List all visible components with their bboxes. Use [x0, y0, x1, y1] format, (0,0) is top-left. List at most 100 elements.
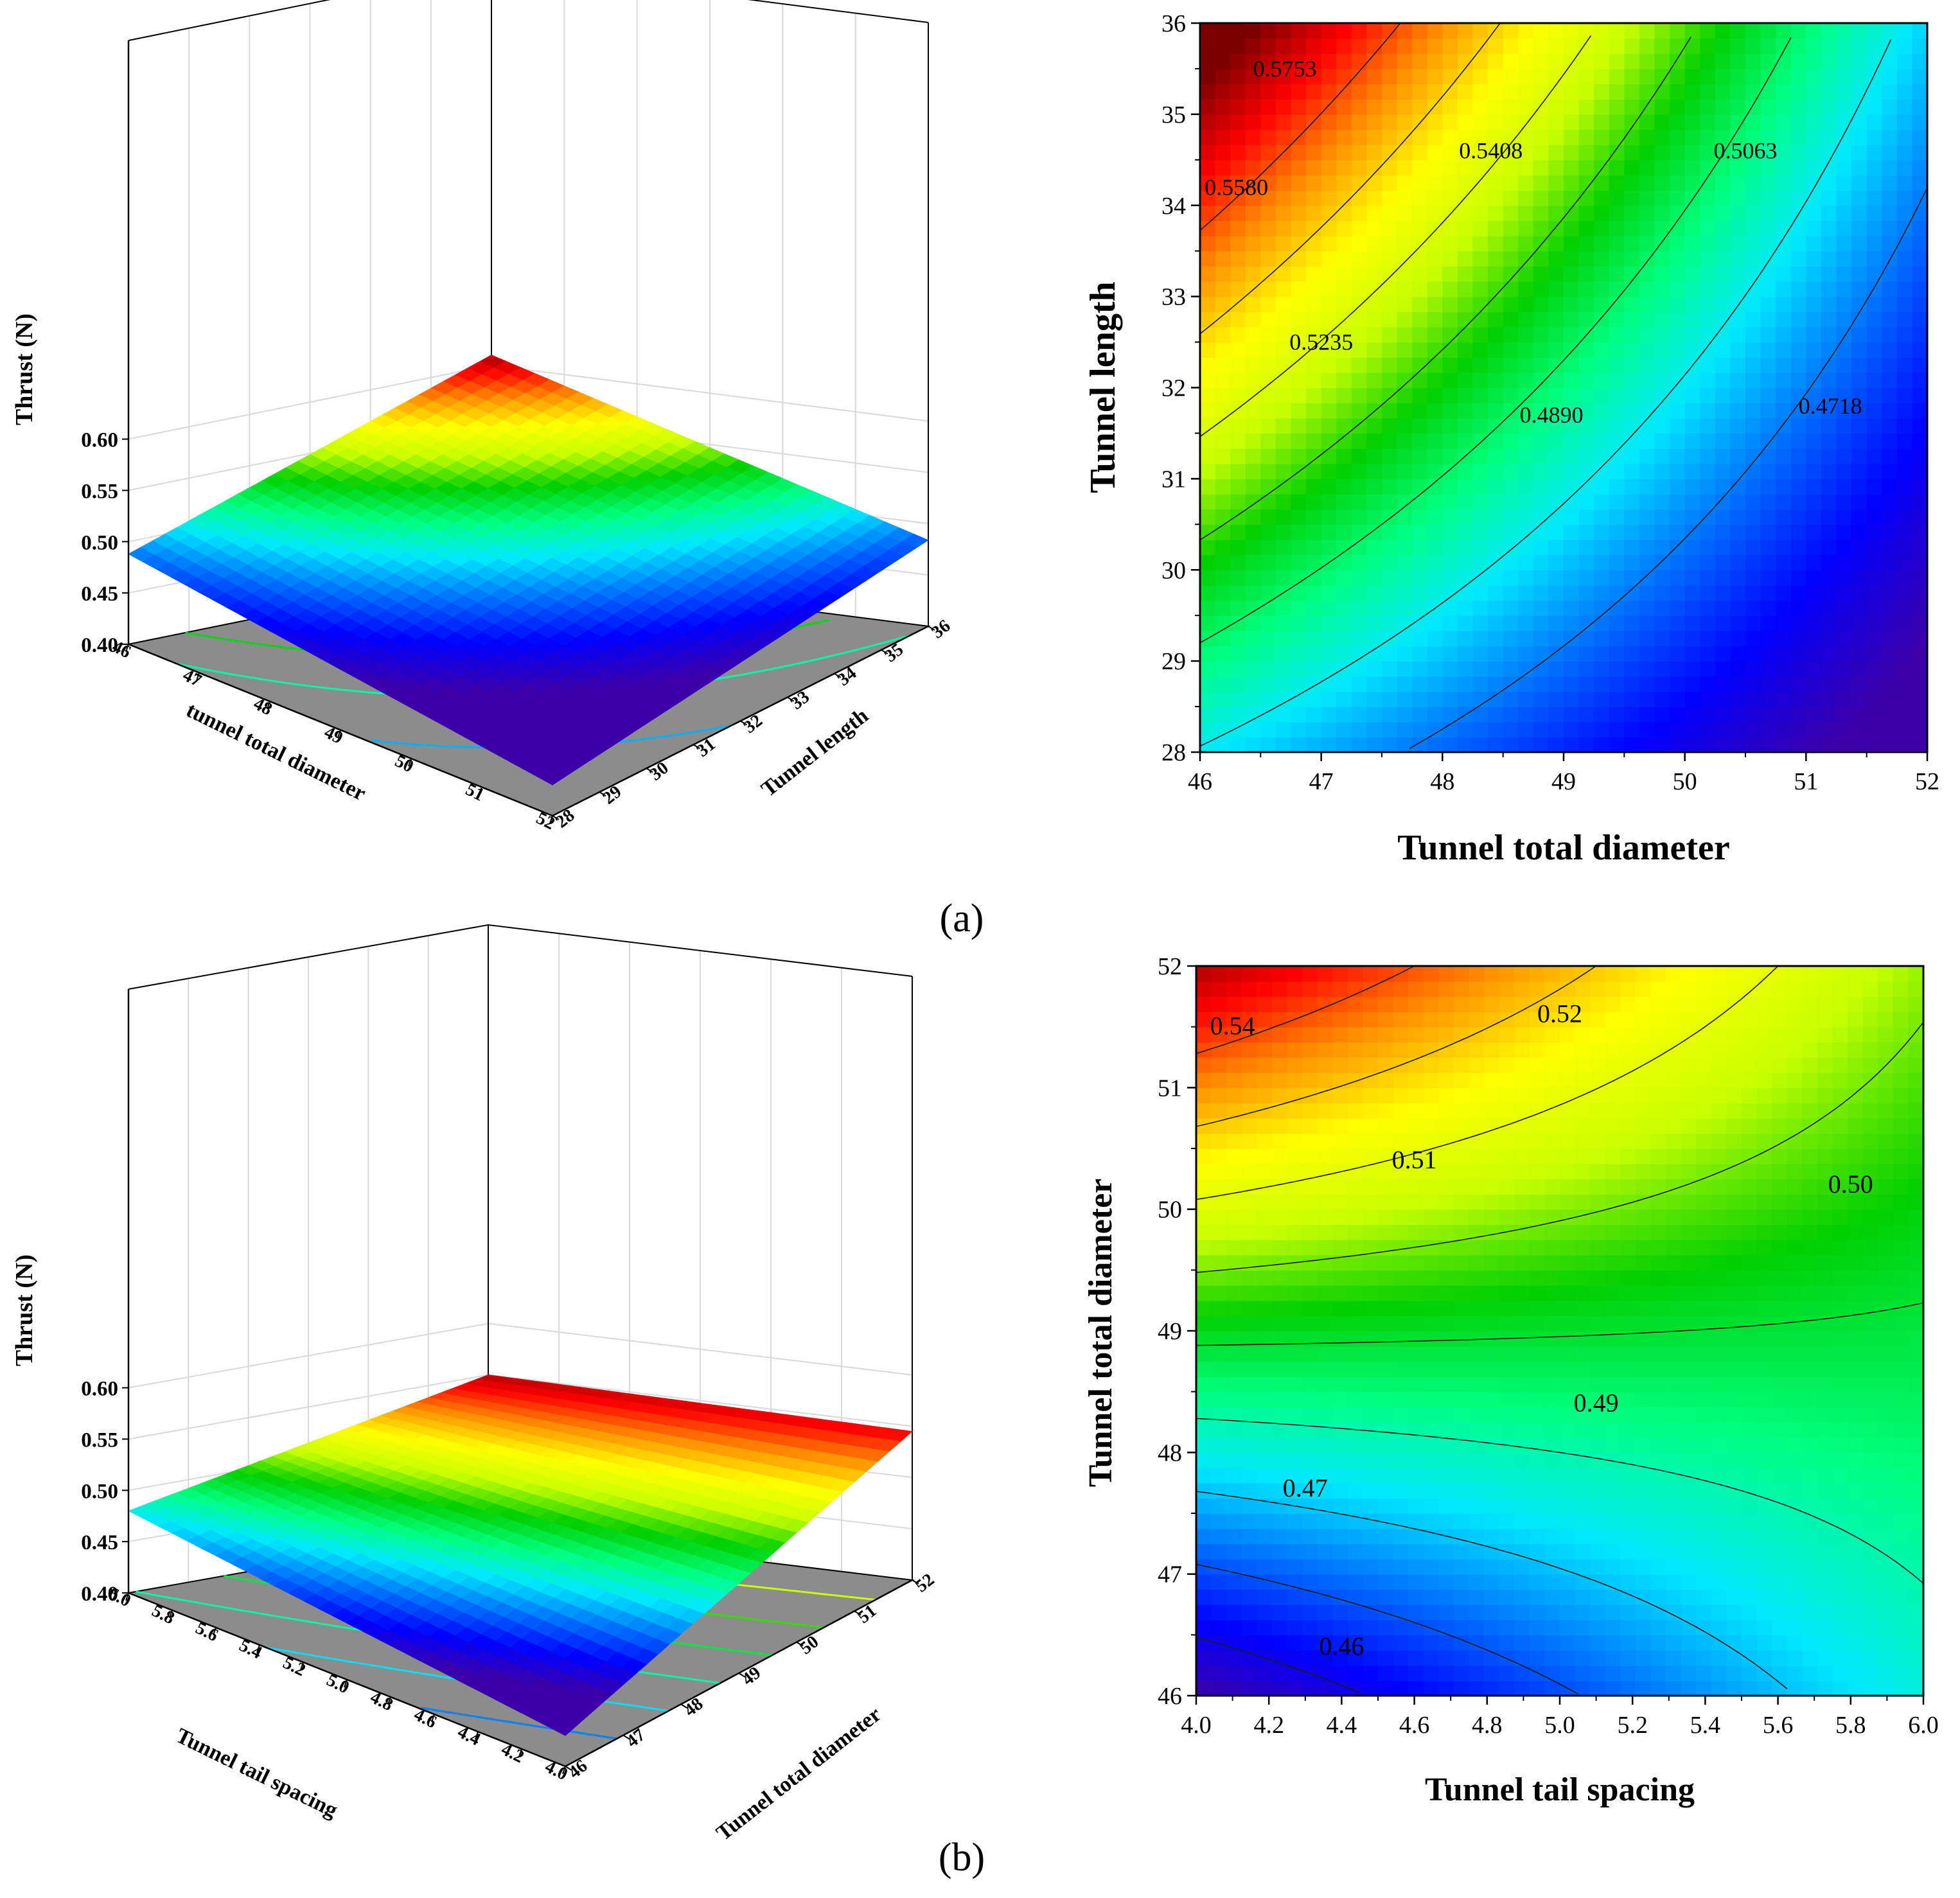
contour-cell	[1897, 631, 1912, 646]
contour-cell	[1867, 251, 1882, 267]
contour-cell	[1287, 1118, 1303, 1134]
contour-cell	[1397, 99, 1413, 114]
contour-cell	[1473, 509, 1488, 525]
contour-cell	[1851, 509, 1867, 525]
contour-line-label: 0.5408	[1459, 138, 1523, 164]
contour-cell	[1700, 297, 1715, 312]
contour-cell	[1715, 327, 1731, 342]
contour-cell	[1670, 266, 1685, 281]
contour-cell	[1579, 206, 1594, 221]
contour-cell	[1851, 160, 1867, 175]
contour-cell	[1458, 281, 1473, 297]
contour-cell	[1912, 69, 1927, 84]
contour-cell	[1382, 631, 1397, 646]
contour-cell	[1291, 631, 1307, 646]
contour-cell	[1715, 236, 1731, 251]
contour-cell	[1276, 737, 1291, 752]
contour-cell	[1272, 1513, 1287, 1529]
contour-cell	[1594, 691, 1609, 707]
contour-cell	[1639, 130, 1655, 145]
contour-cell	[1427, 691, 1443, 707]
z-tick-label: 0.55	[81, 480, 118, 503]
contour-cell	[1548, 190, 1564, 206]
contour-cell	[1442, 114, 1458, 130]
contour-cell	[1397, 130, 1413, 145]
contour-cell	[1791, 555, 1806, 570]
contour-cell	[1366, 206, 1382, 221]
contour-cell	[1393, 1498, 1409, 1514]
contour-cell	[1564, 722, 1579, 737]
contour-cell	[1867, 433, 1882, 448]
contour-cell	[1306, 737, 1321, 752]
contour-cell	[1700, 312, 1715, 327]
contour-cell	[1639, 524, 1655, 540]
contour-cell	[1366, 479, 1382, 494]
contour-cell	[1458, 661, 1473, 676]
contour-cell	[1200, 145, 1215, 160]
contour-cell	[1791, 722, 1806, 737]
contour-cell	[1291, 601, 1307, 616]
contour-cell	[1427, 388, 1443, 403]
contour-cell	[1366, 418, 1382, 434]
contour-cell	[1761, 297, 1776, 312]
contour-cell	[1912, 661, 1927, 676]
contour-a-y-axis-label: Tunnel length	[1083, 281, 1123, 493]
contour-cell	[1609, 646, 1625, 662]
contour-cell	[1912, 342, 1927, 358]
contour-cell	[1488, 433, 1503, 448]
contour-cell	[1257, 1452, 1272, 1468]
contour-cell	[1548, 327, 1564, 342]
contour-cell	[1821, 691, 1837, 707]
contour-cell	[1318, 1133, 1333, 1149]
contour-cell	[1318, 1042, 1333, 1058]
contour-cell	[1821, 479, 1837, 494]
contour-cell	[1196, 1529, 1212, 1545]
contour-cell	[1200, 403, 1215, 418]
contour-cell	[1730, 631, 1745, 646]
contour-cell	[1442, 251, 1458, 267]
contour-cell	[1242, 1407, 1257, 1423]
contour-cell	[1533, 69, 1549, 84]
contour-cell	[1730, 601, 1745, 616]
contour-cell	[1366, 388, 1382, 403]
contour-cell	[1260, 327, 1276, 342]
contour-cell	[1715, 722, 1731, 737]
contour-cell	[1837, 691, 1852, 707]
contour-cell	[1791, 707, 1806, 722]
contour-cell	[1291, 281, 1307, 297]
contour-cell	[1246, 418, 1261, 434]
x-tick-label: 49	[1551, 768, 1576, 795]
contour-cell	[1427, 418, 1443, 434]
contour-cell	[1332, 1224, 1348, 1240]
contour-cell	[1594, 84, 1609, 100]
contour-cell	[1761, 646, 1776, 662]
contour-cell	[1655, 84, 1670, 100]
contour-cell	[1291, 145, 1307, 160]
contour-cell	[1302, 1240, 1318, 1256]
contour-cell	[1837, 722, 1852, 737]
contour-cell	[1230, 266, 1246, 281]
contour-cell	[1230, 297, 1246, 312]
contour-cell	[1745, 357, 1761, 373]
contour-cell	[1246, 676, 1261, 692]
contour-cell	[1348, 966, 1363, 982]
contour-cell	[1302, 1543, 1318, 1560]
contour-cell	[1745, 585, 1761, 601]
contour-cell	[1302, 1148, 1318, 1164]
contour-cell	[1533, 691, 1549, 707]
contour-cell	[1473, 479, 1488, 494]
contour-cell	[1867, 327, 1882, 342]
contour-cell	[1321, 479, 1337, 494]
contour-cell	[1639, 220, 1655, 236]
contour-cell	[1730, 418, 1745, 434]
contour-cell	[1715, 251, 1731, 267]
contour-cell	[1287, 966, 1303, 982]
contour-cell	[1700, 464, 1715, 479]
contour-cell	[1473, 524, 1488, 540]
contour-cell	[1503, 570, 1519, 585]
contour-cell	[1442, 175, 1458, 191]
contour-cell	[1685, 676, 1700, 692]
contour-cell	[1230, 53, 1246, 69]
contour-cell	[1564, 524, 1579, 540]
contour-cell	[1260, 540, 1276, 555]
